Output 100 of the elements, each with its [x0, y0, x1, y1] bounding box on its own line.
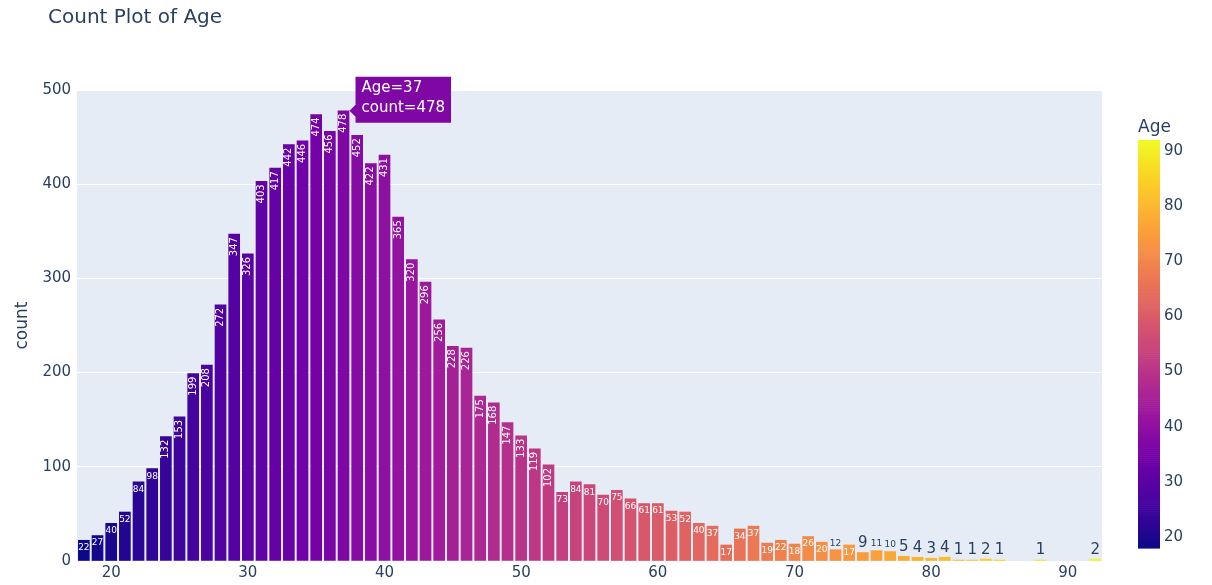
bar: [857, 552, 869, 561]
data-label: 17: [720, 546, 732, 557]
bar: [310, 114, 323, 561]
bar: [693, 522, 705, 561]
bar: [228, 233, 241, 561]
color-bar-label: 70: [1164, 251, 1184, 270]
bar: [529, 448, 541, 561]
data-label: 34: [734, 530, 746, 541]
data-label: 272: [214, 307, 226, 327]
data-label: 20: [816, 544, 828, 554]
x-tick-label: 60: [648, 562, 668, 581]
bar: [980, 558, 992, 561]
data-label: 19: [761, 544, 774, 555]
bar: [870, 550, 883, 561]
data-label: 478: [337, 113, 349, 133]
y-tick-label: 0: [61, 550, 72, 569]
data-label: 37: [706, 527, 719, 538]
data-label: 22: [78, 542, 90, 553]
x-tick-label: 90: [1058, 562, 1078, 581]
bar: [433, 319, 446, 561]
data-label: 102: [542, 467, 554, 488]
color-bar-label: 20: [1164, 526, 1184, 545]
data-label: 5: [899, 536, 909, 555]
data-label: 81: [583, 486, 596, 497]
data-label: 84: [132, 483, 145, 494]
data-label: 61: [652, 505, 664, 516]
annotation: Age=37 count=478: [361, 78, 446, 117]
bar: [365, 163, 377, 561]
bar: [884, 551, 896, 561]
bar: [597, 494, 610, 561]
data-label: 26: [802, 538, 815, 549]
data-label: 175: [473, 399, 485, 419]
x-tick-label: 40: [374, 562, 395, 581]
bar: [119, 511, 131, 561]
bar: [392, 216, 405, 561]
data-label: 320: [405, 262, 417, 282]
data-label: 1: [1035, 540, 1046, 559]
data-label: 208: [200, 368, 212, 388]
y-tick-label: 200: [42, 362, 72, 381]
data-label: 147: [501, 425, 513, 445]
color-bar-label: 40: [1164, 416, 1184, 435]
data-label: 168: [487, 405, 499, 425]
y-axis-title: count: [10, 301, 31, 350]
data-label: 4: [912, 537, 923, 556]
y-tick-label: 100: [42, 456, 72, 475]
color-bar-label: 90: [1164, 140, 1184, 159]
bar: [488, 402, 500, 561]
x-tick-label: 70: [784, 562, 805, 581]
data-label: 431: [378, 158, 390, 178]
data-label: 22: [775, 542, 787, 553]
color-bar-label: 60: [1164, 306, 1184, 325]
data-label: 37: [747, 527, 760, 538]
data-label: 75: [611, 492, 623, 503]
data-label: 446: [296, 143, 308, 163]
data-label: 10: [884, 539, 897, 550]
data-label: 153: [173, 419, 185, 439]
bar: [611, 490, 623, 561]
data-label: 199: [186, 376, 198, 396]
data-label: 442: [282, 147, 294, 167]
bar: [324, 131, 336, 561]
data-label: 73: [556, 494, 568, 505]
bar: [255, 181, 268, 561]
bar: [556, 491, 569, 561]
bar: [1089, 558, 1101, 561]
bar: [939, 556, 951, 561]
data-label: 226: [460, 351, 472, 371]
data-label: 84: [570, 483, 582, 494]
bar: [283, 144, 295, 561]
data-label: 1: [953, 540, 964, 559]
data-label: 98: [146, 470, 159, 481]
bar: [214, 304, 227, 561]
bar: [269, 167, 282, 561]
bar: [447, 345, 459, 561]
data-label: 4: [940, 537, 950, 556]
color-bar-title: Age: [1138, 115, 1171, 136]
data-label: 70: [597, 496, 610, 507]
x-tick-label: 80: [921, 562, 941, 581]
data-label: 403: [255, 184, 267, 204]
x-tick-label: 50: [511, 562, 531, 581]
bar: [925, 557, 937, 561]
data-label: 1: [994, 540, 1005, 559]
y-tick-label: 400: [42, 174, 72, 193]
bar: [406, 259, 418, 561]
data-label: 296: [419, 285, 431, 305]
bar: [419, 281, 432, 561]
data-label: 11: [870, 538, 883, 549]
color-bar-label: 50: [1164, 361, 1184, 380]
data-label: 133: [514, 438, 526, 458]
bar: [378, 154, 391, 561]
bar: [501, 422, 514, 561]
bar: [911, 556, 924, 561]
data-label: 53: [665, 512, 678, 523]
data-label: 365: [391, 220, 403, 240]
data-label: 1: [967, 540, 977, 559]
bar: [652, 503, 664, 561]
bar: [515, 435, 528, 561]
data-label: 474: [309, 117, 321, 137]
bar: [146, 468, 159, 561]
bar: [460, 347, 473, 561]
data-label: 40: [693, 525, 705, 536]
